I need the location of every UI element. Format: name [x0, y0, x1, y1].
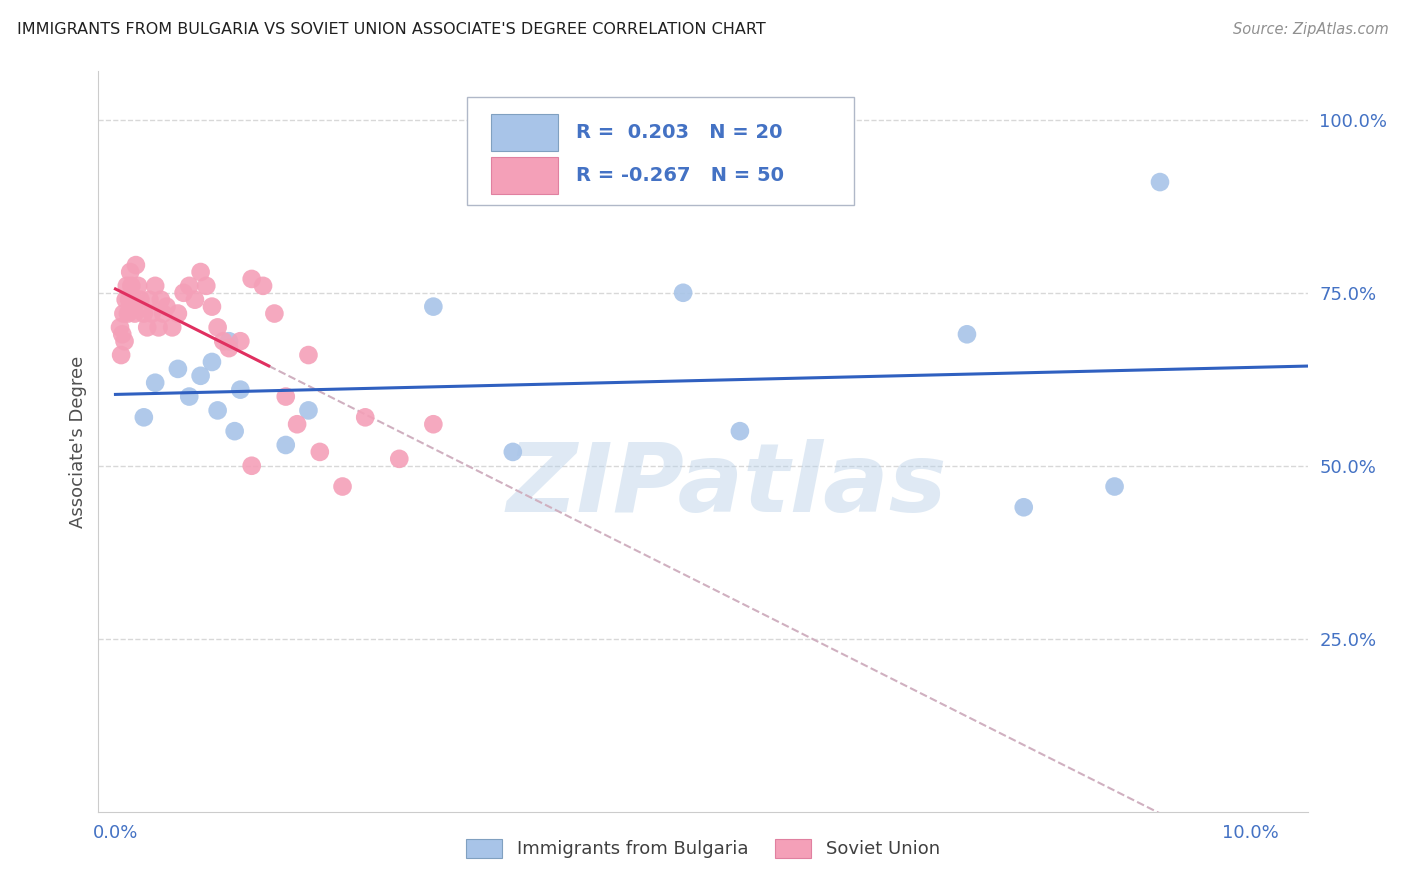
Point [173, 285, 195, 300]
FancyBboxPatch shape [492, 114, 558, 152]
Point [728, 424, 751, 438]
Point [274, 390, 297, 404]
Point [1149, 175, 1171, 189]
Point [274, 438, 297, 452]
Point [132, 306, 155, 320]
Point [155, 300, 177, 314]
Point [143, 376, 166, 390]
Point [124, 306, 146, 320]
Point [212, 334, 235, 349]
Point [167, 306, 190, 320]
Text: R =  0.203   N = 20: R = 0.203 N = 20 [576, 123, 783, 143]
Point [143, 278, 166, 293]
Text: IMMIGRANTS FROM BULGARIA VS SOVIET UNION ASSOCIATE'S DEGREE CORRELATION CHART: IMMIGRANTS FROM BULGARIA VS SOVIET UNION… [17, 22, 766, 37]
Point [502, 445, 524, 459]
Point [115, 278, 138, 293]
Point [195, 278, 218, 293]
Point [224, 424, 246, 438]
Point [179, 278, 201, 293]
Point [118, 293, 141, 307]
Point [1104, 479, 1126, 493]
Point [125, 258, 148, 272]
Point [112, 306, 135, 320]
Point [297, 348, 319, 362]
Point [114, 334, 136, 349]
Point [120, 278, 142, 293]
Point [111, 327, 134, 342]
Point [122, 293, 145, 307]
Legend: Immigrants from Bulgaria, Soviet Union: Immigrants from Bulgaria, Soviet Union [458, 832, 948, 865]
Point [179, 390, 201, 404]
Point [132, 410, 155, 425]
Point [308, 445, 330, 459]
Point [201, 300, 224, 314]
Point [160, 320, 183, 334]
Point [121, 300, 143, 314]
FancyBboxPatch shape [492, 156, 558, 194]
Point [201, 355, 224, 369]
Point [229, 383, 252, 397]
Point [141, 306, 163, 320]
Point [297, 403, 319, 417]
Point [120, 265, 142, 279]
Point [108, 320, 131, 334]
Text: ZIPatlas: ZIPatlas [508, 440, 948, 533]
Point [184, 293, 207, 307]
Point [332, 479, 354, 493]
Point [956, 327, 979, 342]
Text: R = -0.267   N = 50: R = -0.267 N = 50 [576, 166, 785, 185]
Point [388, 451, 411, 466]
Y-axis label: Associate's Degree: Associate's Degree [69, 355, 87, 528]
Point [229, 334, 252, 349]
Point [167, 362, 190, 376]
Point [285, 417, 308, 432]
Point [240, 272, 263, 286]
Point [240, 458, 263, 473]
Point [127, 278, 149, 293]
Point [110, 348, 132, 362]
FancyBboxPatch shape [467, 97, 855, 204]
Text: Source: ZipAtlas.com: Source: ZipAtlas.com [1233, 22, 1389, 37]
Point [207, 403, 229, 417]
Point [218, 334, 240, 349]
Point [190, 368, 212, 383]
Point [114, 293, 136, 307]
Point [422, 417, 444, 432]
Point [354, 410, 377, 425]
Point [152, 306, 174, 320]
Point [1012, 500, 1035, 515]
Point [218, 341, 240, 355]
Point [117, 306, 139, 320]
Point [252, 278, 274, 293]
Point [138, 293, 160, 307]
Point [207, 320, 229, 334]
Point [129, 293, 152, 307]
Point [190, 265, 212, 279]
Point [149, 293, 172, 307]
Point [263, 306, 285, 320]
Point [148, 320, 170, 334]
Point [672, 285, 695, 300]
Point [136, 320, 159, 334]
Point [422, 300, 444, 314]
